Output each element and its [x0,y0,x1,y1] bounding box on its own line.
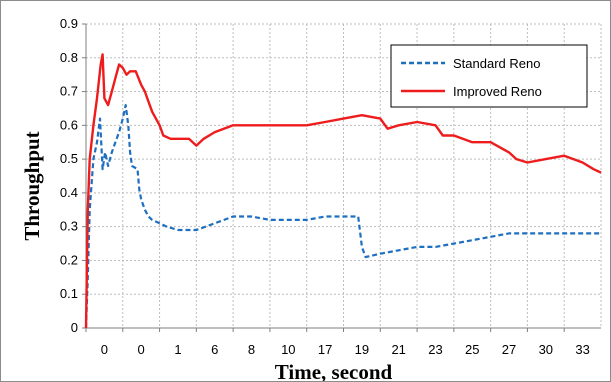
x-tick-label: 8 [248,342,255,357]
y-tick-label: 0.6 [60,117,78,132]
y-tick-label: 0.7 [60,84,78,99]
x-tick-label: 23 [428,342,442,357]
x-tick-label: 25 [465,342,479,357]
x-tick-label: 33 [575,342,589,357]
y-tick-label: 0.1 [60,286,78,301]
x-axis-title: Time, second [275,360,393,381]
y-tick-label: 0.9 [60,16,78,31]
legend-label: Improved Reno [453,84,542,99]
legend-label: Standard Reno [453,56,540,71]
x-tick-label: 0 [101,342,108,357]
x-tick-label: 1 [174,342,181,357]
x-tick-label: 30 [539,342,553,357]
y-tick-label: 0.5 [60,151,78,166]
x-tick-label: 21 [391,342,405,357]
y-tick-label: 0.8 [60,50,78,65]
series-line-standard-reno [84,103,601,329]
y-axis-title: Throughput [20,131,44,240]
x-tick-label: 19 [355,342,369,357]
legend-box [390,44,588,108]
x-tick-label: 17 [318,342,332,357]
x-tick-label: 10 [281,342,295,357]
y-tick-label: 0.2 [60,252,78,267]
x-tick-label: 27 [502,342,516,357]
y-tick-label: 0 [71,320,78,335]
y-tick-label: 0.3 [60,219,78,234]
series-line-improved-reno [84,53,602,329]
x-tick-label: 6 [211,342,218,357]
y-tick-label: 0.4 [60,185,78,200]
x-tick-label: 0 [138,342,145,357]
